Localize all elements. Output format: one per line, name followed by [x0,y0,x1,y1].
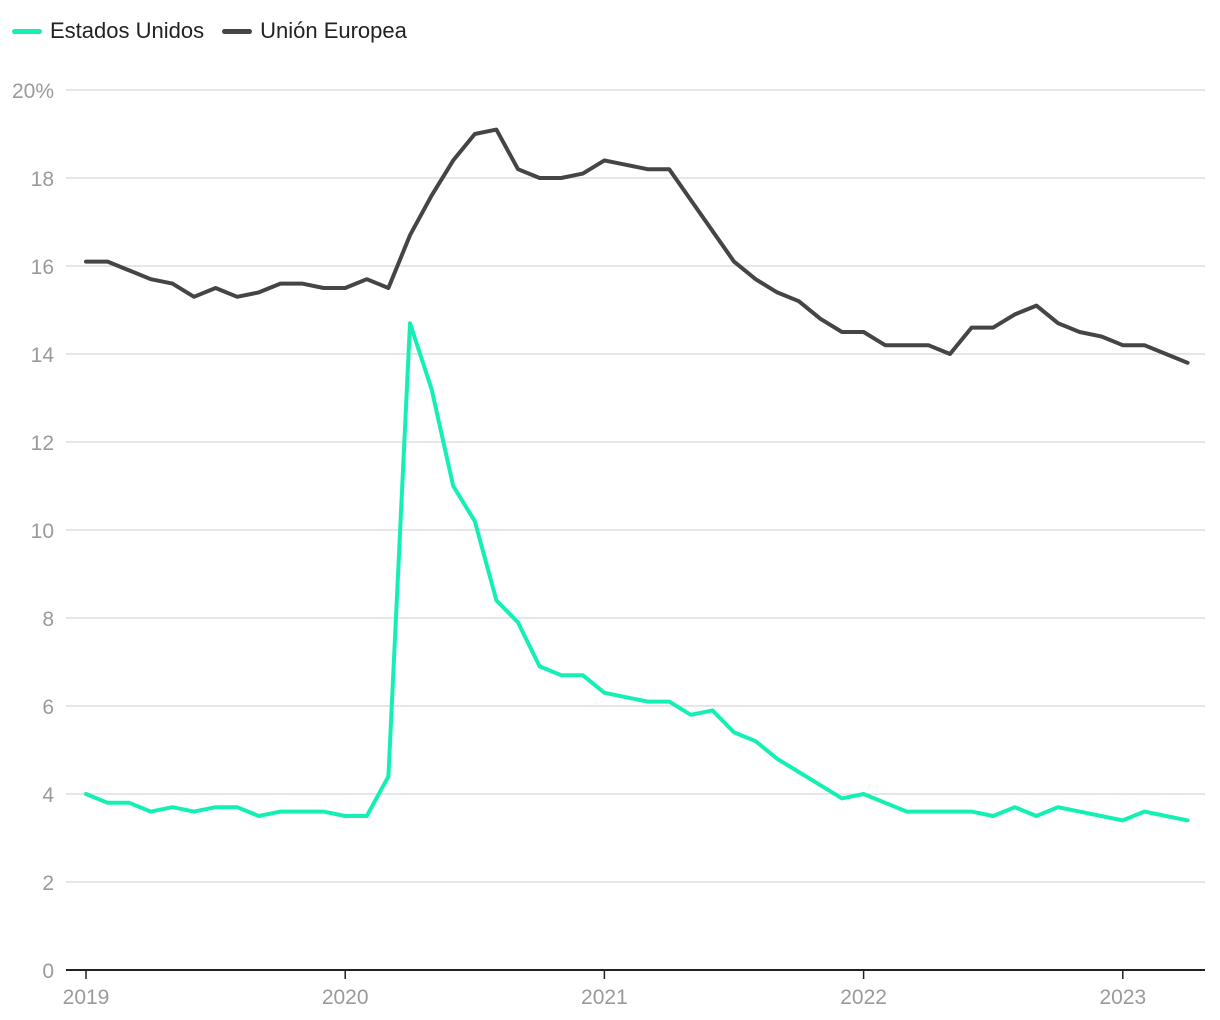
y-tick-label-18: 18 [31,168,54,191]
legend-label-union-europea: Unión Europea [260,18,407,43]
x-tick-label-2020: 2020 [322,986,369,1009]
legend-item-union-europea: Unión Europea [222,18,407,44]
legend-label-estados-unidos: Estados Unidos [50,18,205,43]
series-line-union-europea [84,127,1190,365]
y-tick-label-2: 2 [42,872,54,895]
y-tick-label-16: 16 [31,256,54,279]
series-line-estados-unidos [84,321,1190,823]
x-tick-label-2019: 2019 [63,986,110,1009]
x-tick-label-2021: 2021 [581,986,628,1009]
x-tick-label-2022: 2022 [840,986,887,1009]
y-tick-label-10: 10 [31,520,54,543]
y-tick-label-0: 0 [42,960,54,983]
legend-swatch-union-europea [222,28,253,34]
y-tick-label-4: 4 [42,784,54,807]
chart-legend: Estados Unidos Unión Europea [12,18,407,44]
y-tick-label-20: 20% [12,80,54,103]
y-tick-label-12: 12 [31,432,54,455]
y-tick-label-6: 6 [42,696,54,719]
y-tick-label-8: 8 [42,608,54,631]
legend-swatch-estados-unidos [12,28,42,34]
legend-item-estados-unidos: Estados Unidos [12,18,204,44]
x-tick-label-2023: 2023 [1099,986,1146,1009]
y-tick-label-14: 14 [31,344,55,367]
